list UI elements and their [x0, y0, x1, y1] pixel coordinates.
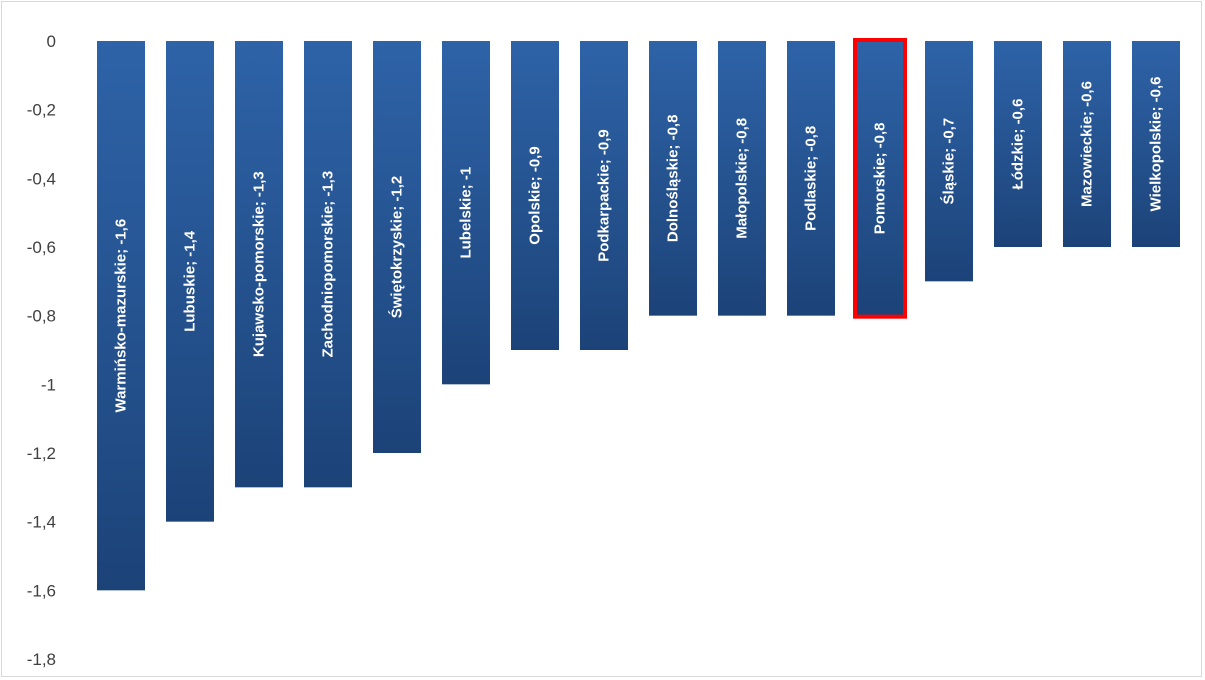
bar-data-label: Łódzkie; -0,6 [1010, 99, 1027, 190]
bar-data-label: Wielkopolskie; -0,6 [1148, 77, 1165, 212]
y-tick-label: -1,6 [27, 581, 56, 600]
y-tick-label: -1,2 [27, 444, 56, 463]
bar [718, 41, 766, 316]
bar-series [97, 38, 1180, 591]
bar [442, 41, 490, 385]
bar [511, 41, 559, 350]
bar [925, 41, 973, 282]
bar [373, 41, 421, 453]
bar [856, 41, 904, 316]
bar-data-label: Podkarpackie; -0,9 [596, 129, 613, 262]
y-tick-label: -0,8 [27, 307, 56, 326]
bar-data-label: Opolskie; -0,9 [527, 146, 544, 244]
bar-data-label: Zachodniopomorskie; -1,3 [320, 171, 337, 358]
bar [787, 41, 835, 316]
y-tick-label: 0 [47, 32, 56, 51]
y-tick-label: -0,4 [27, 169, 56, 188]
y-tick-label: -1,4 [27, 513, 56, 532]
y-axis: 0 -0,2 -0,4 -0,6 -0,8 -1 -1,2 -1,4 -1,6 -1,8 [27, 32, 56, 669]
bar-data-label: Lubuskie; -1,4 [182, 230, 199, 332]
bar-data-label: Małopolskie; -0,8 [734, 118, 751, 239]
data-labels: Warmińsko-mazurskie; -1,6 Lubuskie; -1,4 K… [113, 77, 1165, 413]
highlight-outline [853, 38, 907, 319]
bar-data-label: Podlaskie; -0,8 [803, 126, 820, 231]
bar-data-label: Świętokrzyskie; -1,2 [388, 176, 406, 319]
bar [649, 41, 697, 316]
bar [304, 41, 352, 488]
bar [166, 41, 214, 522]
bar [1132, 41, 1180, 247]
bar [97, 41, 145, 591]
bar-data-label: Mazowieckie; -0,6 [1079, 81, 1096, 207]
bar-data-label: Lubelskie; -1 [458, 167, 475, 259]
y-tick-label: -0,2 [27, 101, 56, 120]
bar [235, 41, 283, 488]
bar [580, 41, 628, 350]
bar-data-label: Warmińsko-mazurskie; -1,6 [113, 219, 130, 413]
y-tick-label: -1 [41, 375, 56, 394]
y-tick-label: -0,6 [27, 238, 56, 257]
bar-data-label: Śląskie; -0,7 [940, 118, 958, 205]
y-tick-label: -1,8 [27, 650, 56, 669]
bar-data-label: Kujawsko-pomorskie; -1,3 [251, 171, 268, 357]
bar-data-label: Pomorskie; -0,8 [872, 122, 889, 234]
bar [1063, 41, 1111, 247]
bar-data-label: Dolnośląskie; -0,8 [665, 115, 682, 243]
bar [994, 41, 1042, 247]
